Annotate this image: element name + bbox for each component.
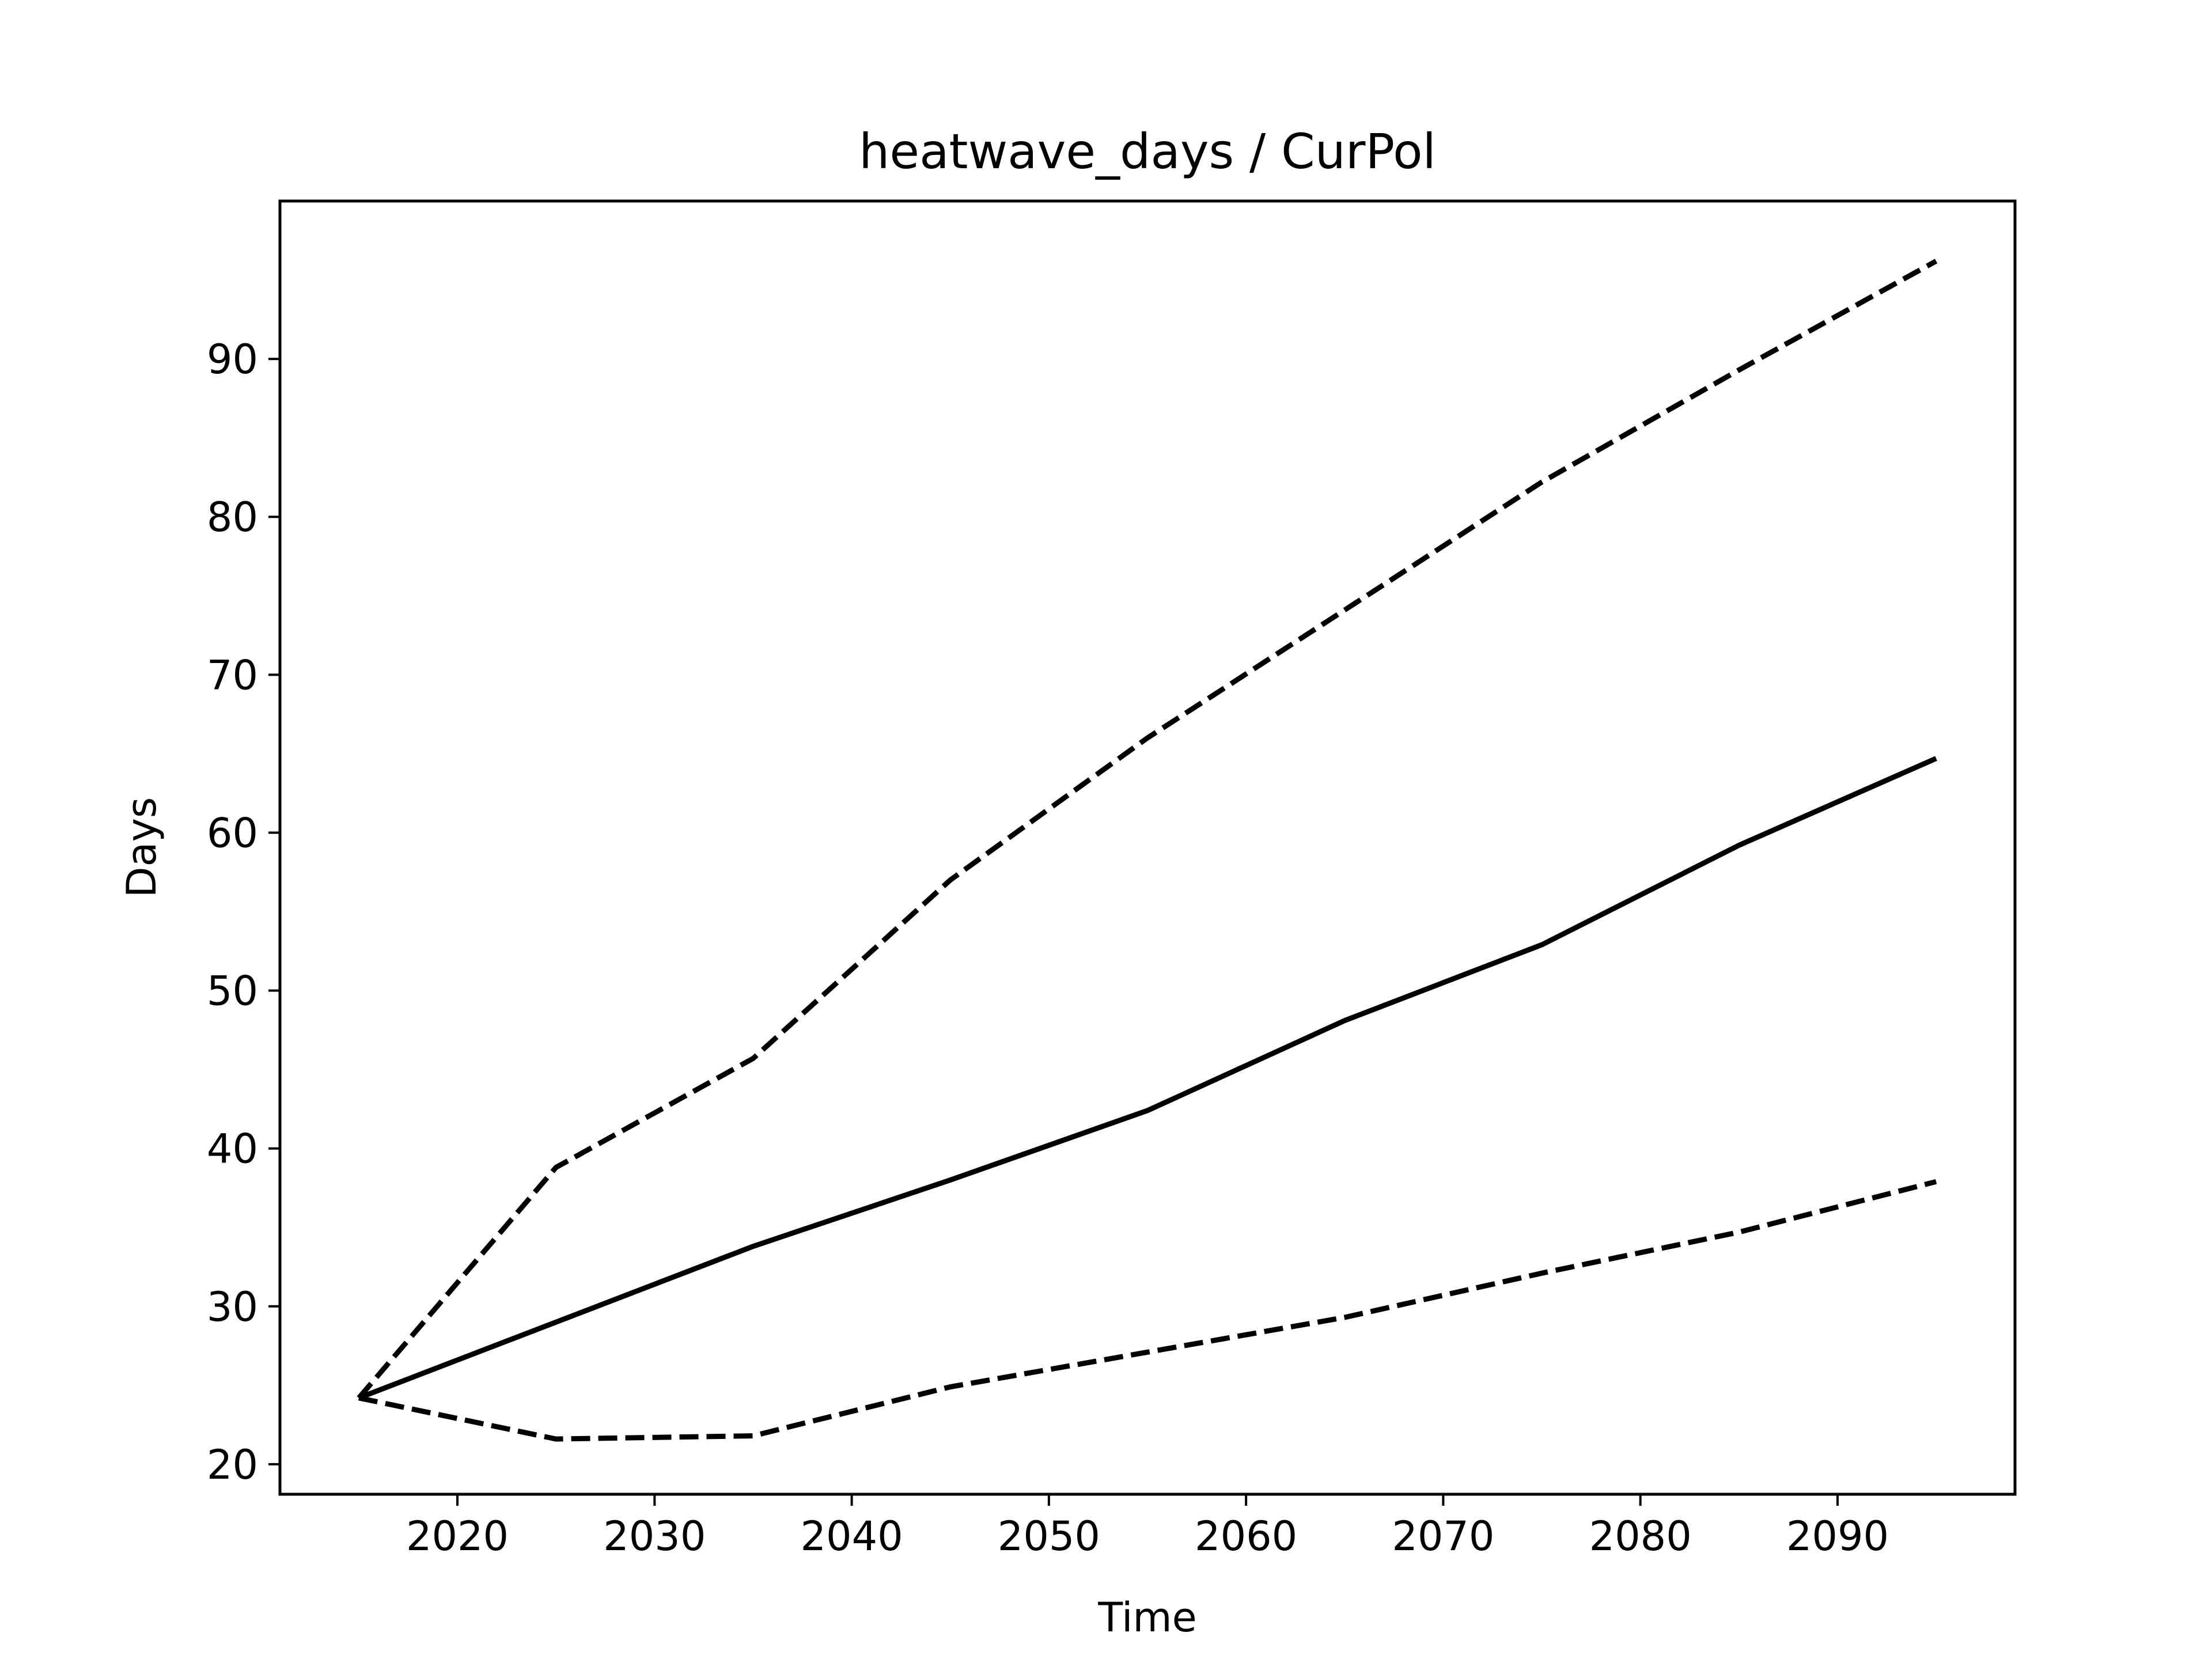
- y-tick-label: 70: [207, 652, 258, 699]
- x-tick-label: 2090: [1786, 1513, 1889, 1560]
- y-tick-label: 80: [207, 494, 258, 541]
- y-tick-label: 40: [207, 1126, 258, 1173]
- x-axis: 2020 2030 2040 2050 2060 2070 2080 2090: [406, 1494, 1889, 1560]
- y-axis-label: Days: [118, 797, 165, 898]
- y-tick-label: 60: [207, 809, 258, 857]
- y-axis: 20 30 40 50 60 70 80 90: [207, 336, 280, 1488]
- x-tick-label: 2080: [1589, 1513, 1692, 1560]
- chart-title: heatwave_days / CurPol: [859, 123, 1436, 180]
- y-tick-label: 30: [207, 1283, 258, 1331]
- plot-frame: [278, 199, 2017, 1496]
- x-tick-label: 2040: [801, 1513, 903, 1560]
- x-tick-label: 2020: [406, 1513, 509, 1560]
- x-tick-label: 2030: [603, 1513, 706, 1560]
- series-line-3-dashed: [358, 1179, 1937, 1442]
- x-tick-label: 2070: [1392, 1513, 1494, 1560]
- y-tick-label: 20: [207, 1441, 258, 1488]
- x-axis-label: Time: [1097, 1594, 1196, 1641]
- series-line-2-dashed: [357, 259, 1938, 1400]
- y-tick-label: 50: [207, 968, 258, 1015]
- series-lines: [357, 259, 1938, 1442]
- x-tick-label: 2050: [998, 1513, 1100, 1560]
- x-tick-label: 2060: [1195, 1513, 1297, 1560]
- series-line-1-solid: [358, 756, 1937, 1401]
- y-tick-label: 90: [207, 336, 258, 383]
